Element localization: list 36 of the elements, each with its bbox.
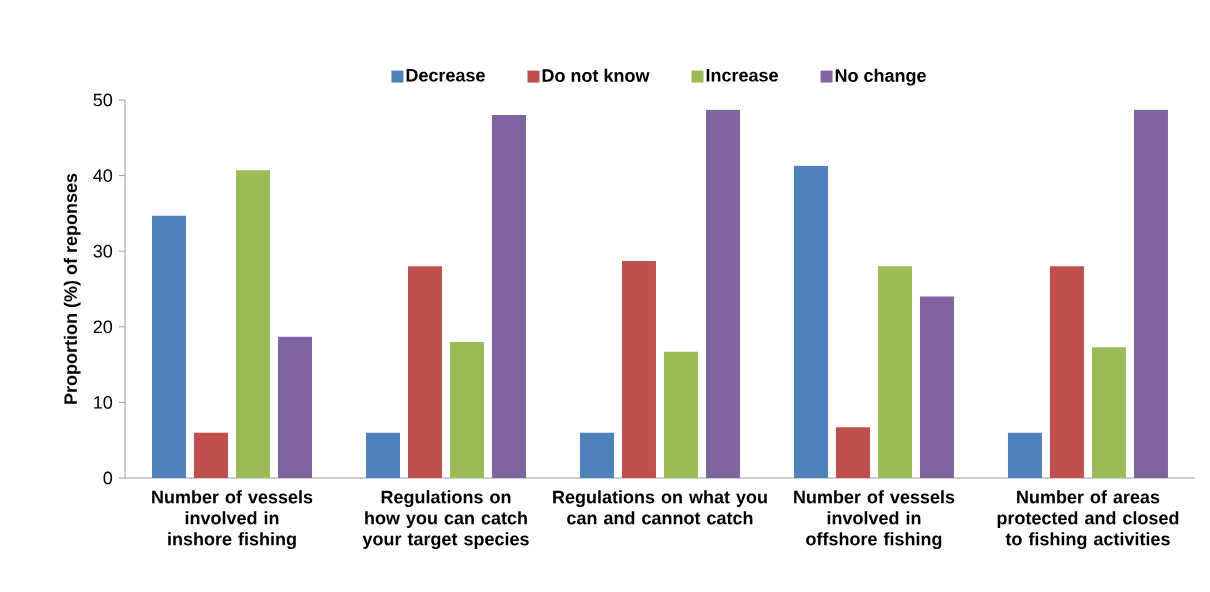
- x-tick-label: Number of vessels involved in offshore fishing: [794, 490, 955, 550]
- bar: [1133, 109, 1168, 478]
- bar: [919, 296, 954, 478]
- bar: [877, 266, 912, 478]
- bar: [236, 170, 270, 478]
- y-tick-label: 0: [103, 471, 113, 485]
- legend-label: Decrease: [406, 69, 485, 82]
- bar: [793, 165, 828, 478]
- bar: [407, 266, 442, 478]
- bar: [579, 432, 614, 478]
- bar: [1007, 432, 1042, 478]
- y-tick-label: 50: [93, 93, 113, 107]
- bar: [835, 427, 870, 478]
- y-tick-label: 30: [93, 244, 113, 258]
- bar: [491, 115, 526, 478]
- y-tick-label: 20: [93, 320, 113, 334]
- legend-label: Increase: [706, 69, 778, 82]
- bar: [152, 215, 186, 478]
- x-tick-label: Regulations on what you can and cannot catch: [553, 490, 767, 525]
- legend-label: No change: [835, 68, 926, 86]
- y-axis-title: Proportion (%) of reponses: [63, 173, 81, 404]
- bar: [621, 261, 656, 478]
- bar: [1091, 347, 1126, 478]
- bar: [194, 432, 228, 478]
- bar: [278, 336, 312, 478]
- x-tick-label: Regulations on how you can catch your target species: [362, 490, 529, 550]
- bar: [365, 432, 400, 478]
- y-tick-label: 40: [93, 169, 113, 182]
- y-tick-label: 10: [94, 396, 113, 409]
- bar: [449, 341, 484, 478]
- x-tick-label: Number of areas protected and closed to fishing activities: [997, 490, 1179, 550]
- x-tick-label: Number of vessels involved in inshore fishing: [152, 490, 313, 550]
- bar: [663, 351, 698, 478]
- bar: [705, 109, 740, 478]
- bar: [1049, 266, 1084, 478]
- legend-label: Do not know: [542, 68, 650, 82]
